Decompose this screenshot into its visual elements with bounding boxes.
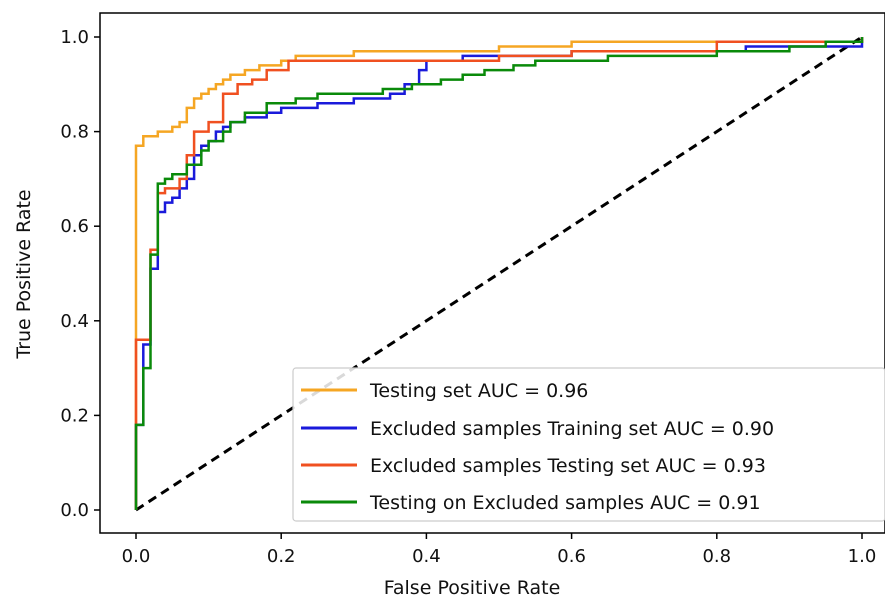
y-tick-label: 0.0 <box>60 500 89 521</box>
y-axis-label: True Positive Rate <box>13 189 35 359</box>
x-axis-label: False Positive Rate <box>384 577 561 599</box>
x-tick-label: 1.0 <box>848 546 877 567</box>
x-tick-label: 0.6 <box>557 546 586 567</box>
series-line-4 <box>134 37 864 510</box>
y-tick-label: 0.8 <box>60 122 89 143</box>
y-tick-label: 0.2 <box>60 405 89 426</box>
legend-label-3: Excluded samples Testing set AUC = 0.93 <box>370 455 766 477</box>
x-axis: 0.0 0.2 0.4 0.6 0.8 1.0 <box>122 533 877 567</box>
y-axis: 0.0 0.2 0.4 0.6 0.8 1.0 <box>60 27 100 521</box>
x-tick-label: 0.4 <box>412 546 441 567</box>
legend-label-2: Excluded samples Training set AUC = 0.90 <box>370 418 774 440</box>
x-tick-label: 0.0 <box>122 546 151 567</box>
legend-box <box>292 367 885 522</box>
legend: Testing set AUC = 0.96 Excluded samples T… <box>292 367 885 522</box>
plot-area <box>134 35 864 512</box>
y-tick-label: 1.0 <box>60 27 89 48</box>
plot-frame <box>99 12 885 534</box>
x-tick-label: 0.8 <box>702 546 731 567</box>
y-tick-label: 0.6 <box>60 216 89 237</box>
series-lines <box>134 37 864 510</box>
x-tick-label: 0.2 <box>267 546 296 567</box>
legend-label-1: Testing set AUC = 0.96 <box>369 380 588 402</box>
series-line-1 <box>134 37 864 510</box>
legend-label-4: Testing on Excluded samples AUC = 0.91 <box>369 492 761 514</box>
diagonal-reference-line <box>135 35 863 512</box>
y-tick-label: 0.4 <box>60 311 89 332</box>
legend-entries: Testing set AUC = 0.96 Excluded samples T… <box>301 380 774 514</box>
